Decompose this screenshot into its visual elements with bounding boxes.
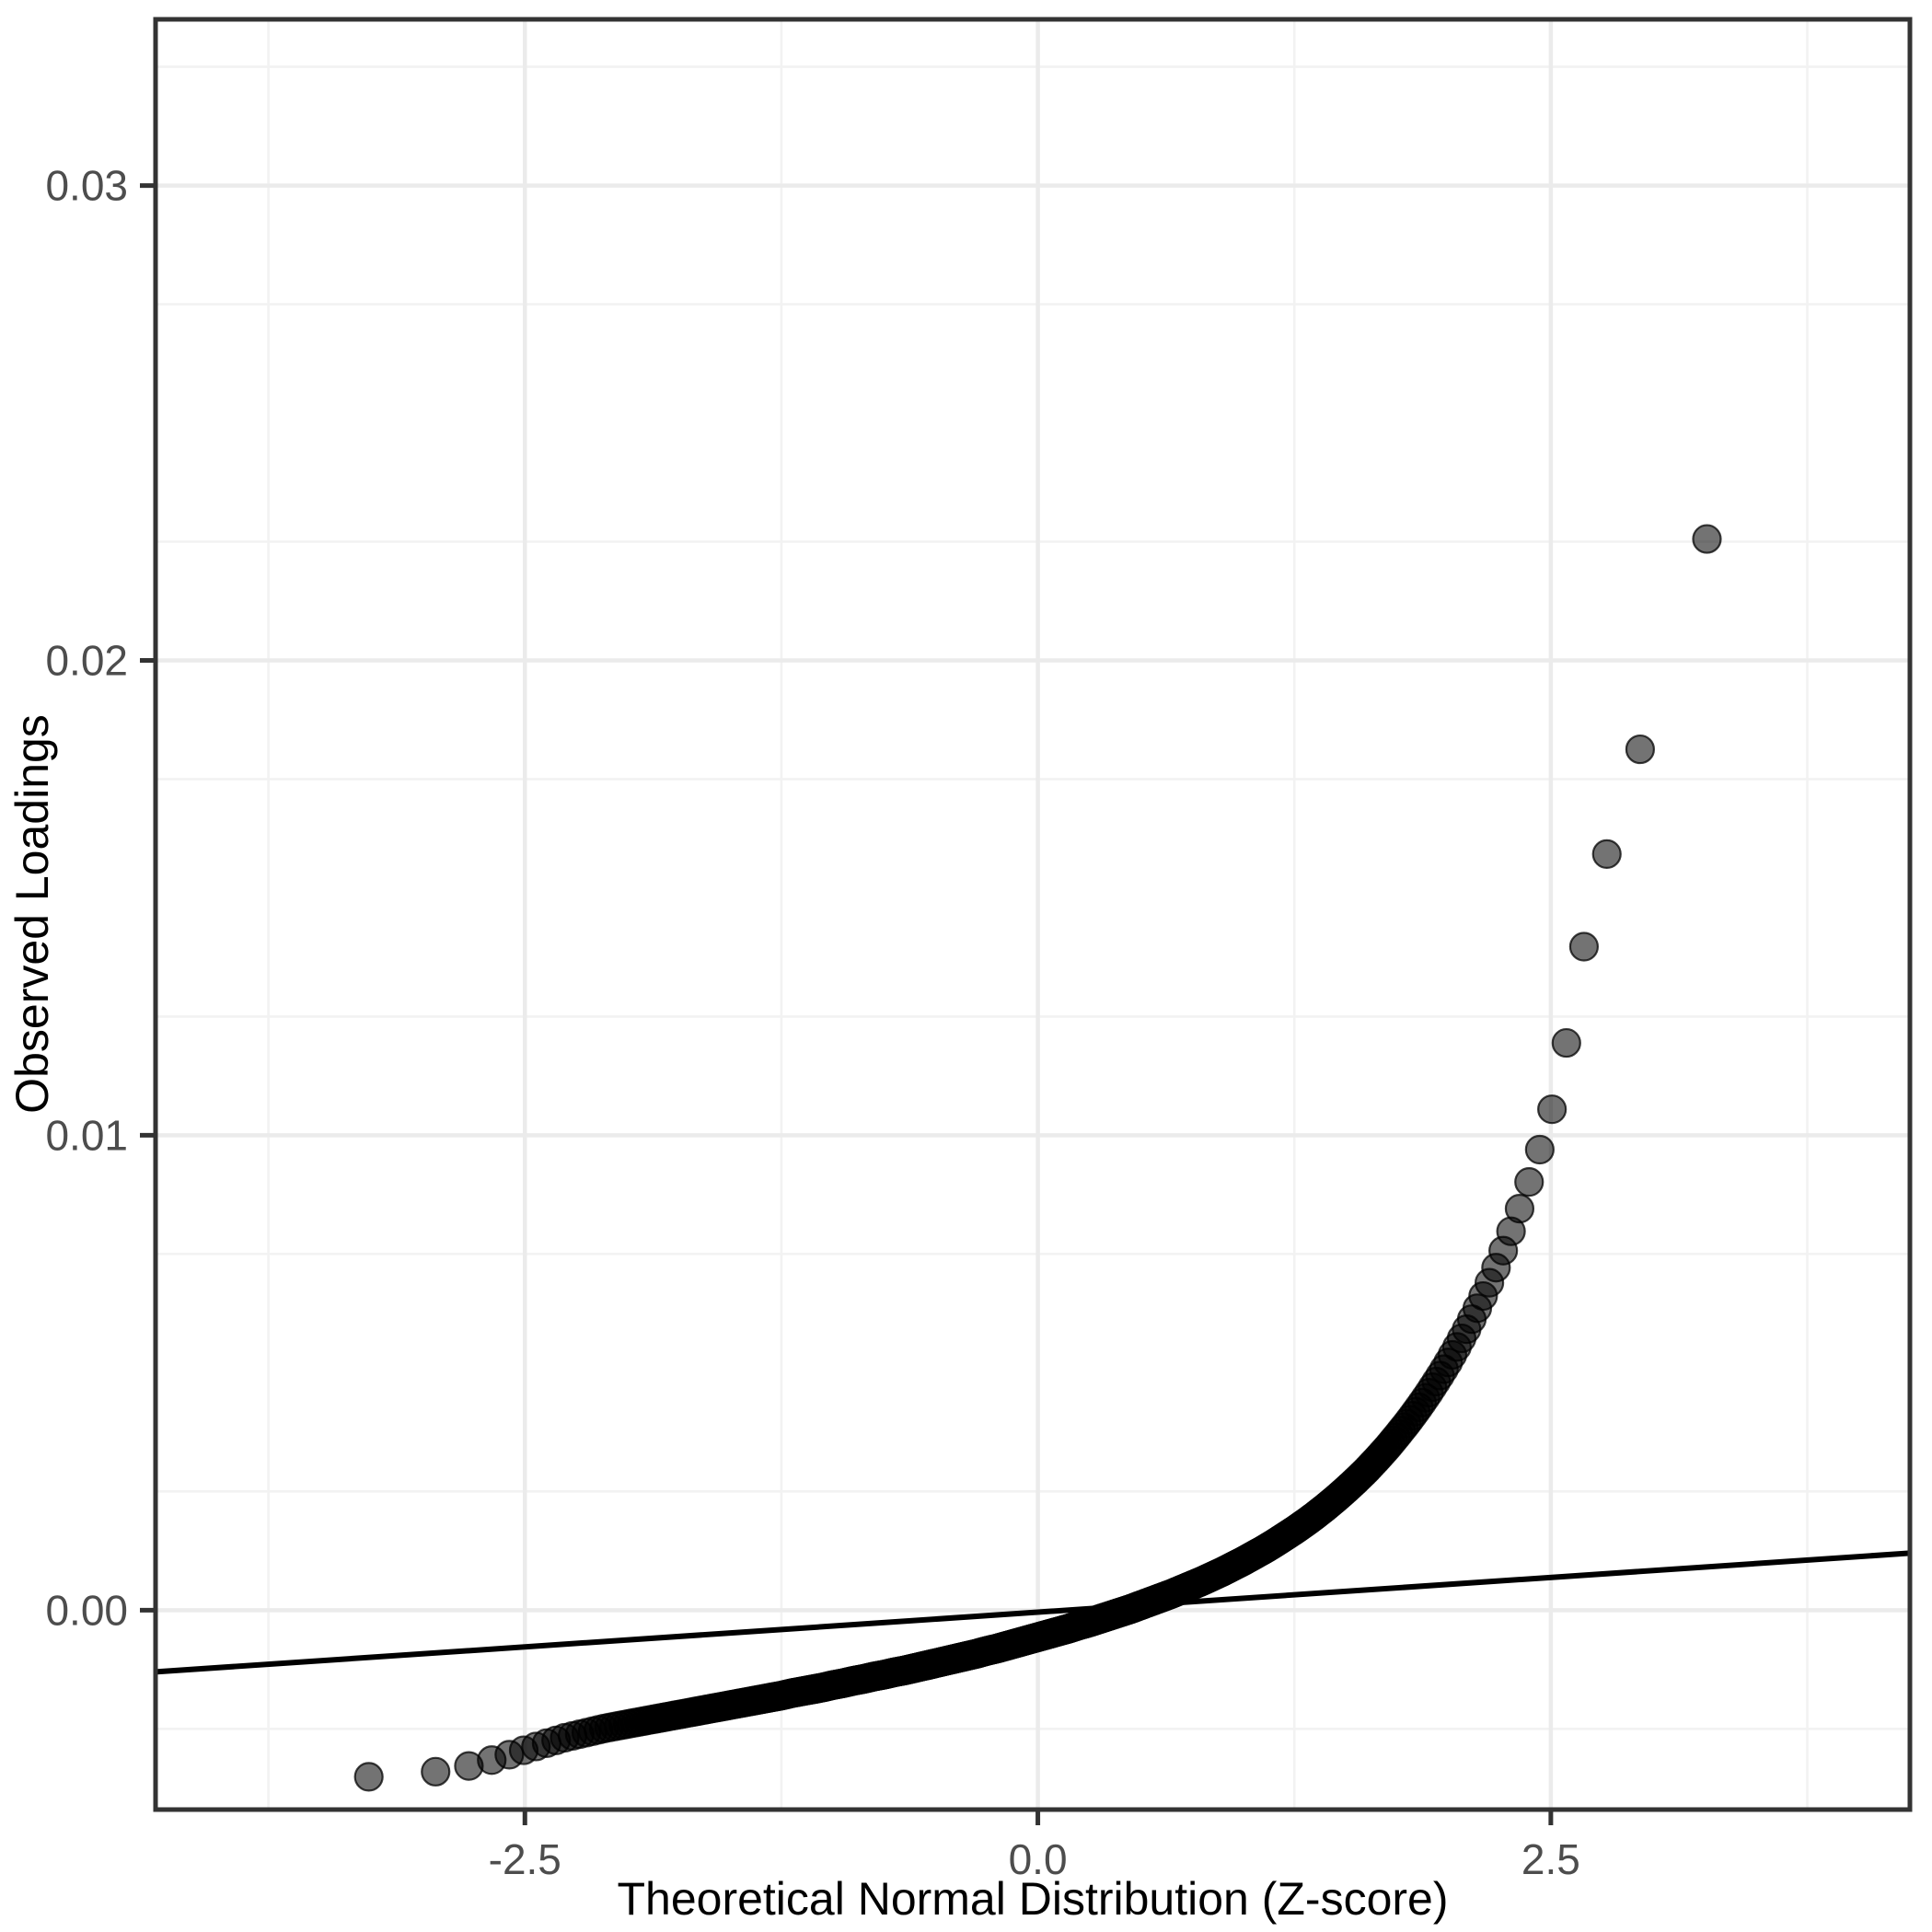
x-tick-label: -2.5 xyxy=(489,1835,561,1883)
data-point xyxy=(1537,1094,1568,1125)
panel-background xyxy=(156,19,1910,1810)
data-point xyxy=(1514,1167,1544,1197)
data-point xyxy=(353,1762,384,1792)
y-tick-label: 0.02 xyxy=(45,636,128,684)
data-point xyxy=(421,1756,451,1787)
y-tick-label: 0.01 xyxy=(45,1111,128,1159)
x-tick-label: 0.0 xyxy=(1009,1835,1068,1883)
panel-border xyxy=(153,17,1913,1812)
x-axis-ticks: -2.5 0.0 2.5 xyxy=(489,1810,1580,1883)
gridlines-major xyxy=(156,19,1910,1810)
y-tick-label: 0.03 xyxy=(45,162,128,210)
y-tick-label: 0.00 xyxy=(45,1586,128,1634)
data-points-layer xyxy=(353,524,1722,1792)
reference-line-layer xyxy=(155,1550,1911,1675)
data-point xyxy=(1692,524,1722,554)
qq-reference-line xyxy=(155,1550,1911,1675)
x-axis-title: Theoretical Normal Distribution (Z-score… xyxy=(617,1873,1448,1925)
data-point xyxy=(1551,1027,1581,1059)
x-tick-label: 2.5 xyxy=(1521,1835,1580,1883)
data-point xyxy=(1504,1194,1535,1224)
data-point xyxy=(1524,1134,1555,1165)
data-point xyxy=(1568,931,1600,962)
data-point xyxy=(1625,734,1656,765)
y-axis-ticks: 0.00 0.01 0.02 0.03 xyxy=(45,162,156,1634)
gridlines-minor xyxy=(156,19,1910,1810)
data-point xyxy=(1591,839,1622,869)
y-axis-title: Observed Loadings xyxy=(6,714,58,1114)
